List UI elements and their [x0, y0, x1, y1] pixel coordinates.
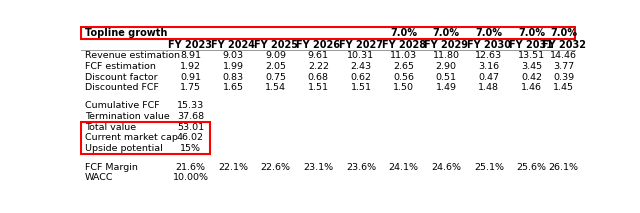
Text: FY 2030: FY 2030: [467, 40, 511, 50]
Text: 9.09: 9.09: [265, 51, 286, 60]
Text: 1.51: 1.51: [351, 83, 371, 92]
Text: 26.1%: 26.1%: [548, 163, 579, 172]
Text: 0.75: 0.75: [265, 73, 286, 82]
Text: 11.03: 11.03: [390, 51, 417, 60]
Text: 1.75: 1.75: [180, 83, 201, 92]
Text: 0.62: 0.62: [351, 73, 371, 82]
Text: 0.91: 0.91: [180, 73, 201, 82]
Text: FCF estimation: FCF estimation: [84, 62, 156, 71]
Text: 1.48: 1.48: [478, 83, 499, 92]
Text: 22.6%: 22.6%: [260, 163, 291, 172]
Text: 2.43: 2.43: [350, 62, 371, 71]
Text: WACC: WACC: [84, 173, 113, 182]
Bar: [81, 122, 210, 154]
Text: Discount factor: Discount factor: [84, 73, 157, 82]
Text: 1.50: 1.50: [393, 83, 414, 92]
Text: 53.01: 53.01: [177, 123, 204, 132]
Text: FY 2032: FY 2032: [541, 40, 586, 50]
Text: 1.46: 1.46: [521, 83, 542, 92]
Text: 2.05: 2.05: [265, 62, 286, 71]
Text: 8.91: 8.91: [180, 51, 201, 60]
Text: 2.22: 2.22: [308, 62, 329, 71]
Text: Discounted FCF: Discounted FCF: [84, 83, 159, 92]
Text: 12.63: 12.63: [476, 51, 502, 60]
Text: 46.02: 46.02: [177, 134, 204, 142]
Text: 24.6%: 24.6%: [431, 163, 461, 172]
Text: 10.00%: 10.00%: [172, 173, 209, 182]
Text: FY 2029: FY 2029: [424, 40, 468, 50]
Text: FY 2026: FY 2026: [296, 40, 340, 50]
Text: Cumulative FCF: Cumulative FCF: [84, 101, 159, 110]
Text: 3.16: 3.16: [478, 62, 499, 71]
Text: 14.46: 14.46: [550, 51, 577, 60]
Text: 7.0%: 7.0%: [476, 28, 502, 38]
Text: Upside potential: Upside potential: [84, 144, 163, 153]
Text: 37.68: 37.68: [177, 112, 204, 121]
Text: 1.92: 1.92: [180, 62, 201, 71]
Bar: [81, 27, 575, 39]
Text: Topline growth: Topline growth: [84, 28, 167, 38]
Text: 1.65: 1.65: [223, 83, 244, 92]
Text: 0.47: 0.47: [478, 73, 499, 82]
Text: 0.83: 0.83: [223, 73, 244, 82]
Text: 7.0%: 7.0%: [433, 28, 460, 38]
Text: 0.68: 0.68: [308, 73, 329, 82]
Text: 23.1%: 23.1%: [303, 163, 333, 172]
Text: 11.80: 11.80: [433, 51, 460, 60]
Text: FCF Margin: FCF Margin: [84, 163, 138, 172]
Text: 7.0%: 7.0%: [390, 28, 417, 38]
Text: 15%: 15%: [180, 144, 201, 153]
Text: FY 2025: FY 2025: [253, 40, 298, 50]
Text: FY 2031: FY 2031: [509, 40, 554, 50]
Text: FY 2023: FY 2023: [168, 40, 212, 50]
Text: 1.54: 1.54: [265, 83, 286, 92]
Text: 1.51: 1.51: [308, 83, 329, 92]
Text: 0.39: 0.39: [553, 73, 574, 82]
Text: 3.45: 3.45: [521, 62, 542, 71]
Text: 23.6%: 23.6%: [346, 163, 376, 172]
Text: 13.51: 13.51: [518, 51, 545, 60]
Text: 21.6%: 21.6%: [175, 163, 205, 172]
Text: 9.03: 9.03: [223, 51, 244, 60]
Text: 1.45: 1.45: [553, 83, 574, 92]
Text: 1.49: 1.49: [436, 83, 457, 92]
Text: 25.1%: 25.1%: [474, 163, 504, 172]
Text: 9.61: 9.61: [308, 51, 329, 60]
Text: Revenue estimation: Revenue estimation: [84, 51, 180, 60]
Text: FY 2024: FY 2024: [211, 40, 255, 50]
Text: 25.6%: 25.6%: [516, 163, 547, 172]
Text: Termination value: Termination value: [84, 112, 170, 121]
Text: 24.1%: 24.1%: [388, 163, 419, 172]
Text: 10.31: 10.31: [348, 51, 374, 60]
Text: 15.33: 15.33: [177, 101, 204, 110]
Text: 1.99: 1.99: [223, 62, 244, 71]
Text: 0.56: 0.56: [393, 73, 414, 82]
Text: 7.0%: 7.0%: [550, 28, 577, 38]
Text: 22.1%: 22.1%: [218, 163, 248, 172]
Text: 0.51: 0.51: [436, 73, 457, 82]
Text: 2.65: 2.65: [393, 62, 414, 71]
Text: 7.0%: 7.0%: [518, 28, 545, 38]
Text: Total value: Total value: [84, 123, 136, 132]
Text: 2.90: 2.90: [436, 62, 457, 71]
Text: 0.42: 0.42: [521, 73, 542, 82]
Text: FY 2027: FY 2027: [339, 40, 383, 50]
Text: 3.77: 3.77: [553, 62, 574, 71]
Text: FY 2028: FY 2028: [381, 40, 426, 50]
Text: Current market cap: Current market cap: [84, 134, 177, 142]
